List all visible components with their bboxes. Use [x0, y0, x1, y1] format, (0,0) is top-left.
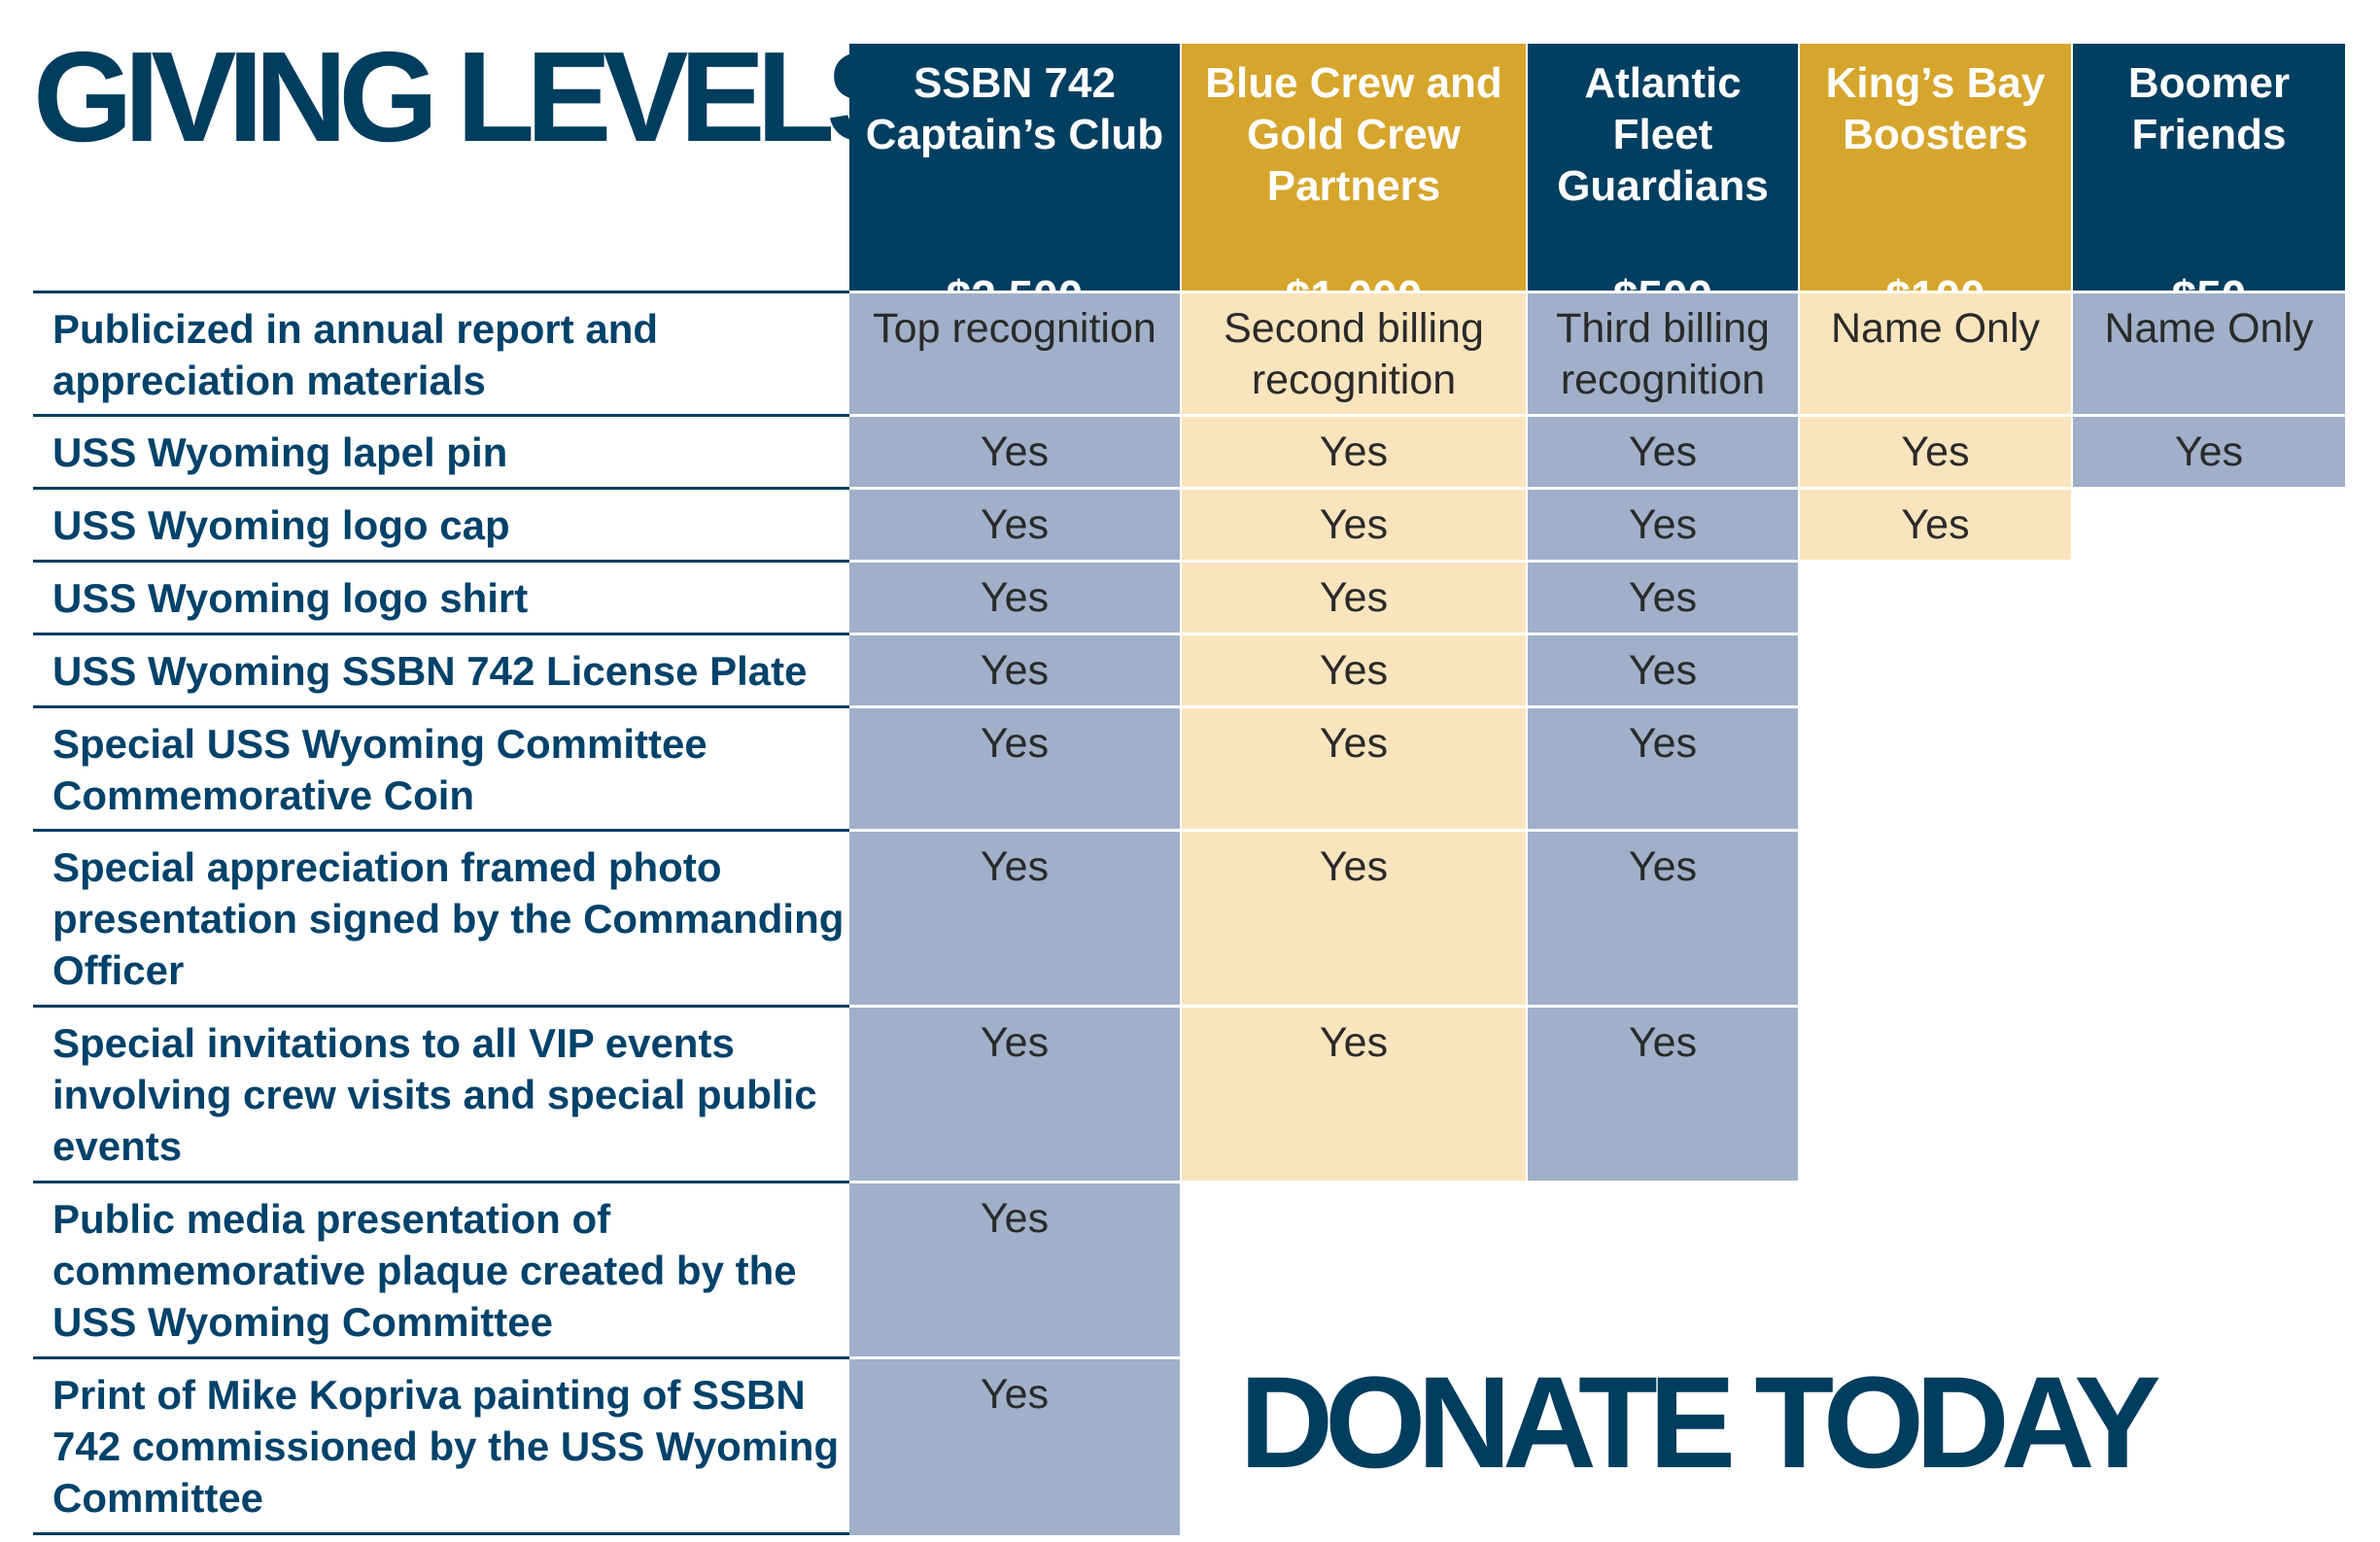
page-title: GIVING LEVELS: [33, 25, 912, 168]
donate-today-heading: DONATE TODAY: [1239, 1351, 2160, 1495]
benefit-cell: Yes: [1182, 490, 1526, 560]
benefit-cell: Yes: [1800, 417, 2071, 487]
benefit-cell: Yes: [1182, 417, 1526, 487]
benefit-cell: Yes: [849, 1359, 1180, 1535]
benefit-label: USS Wyoming logo shirt: [33, 563, 849, 635]
level-name: SSBN 742 Captain’s Club: [865, 59, 1164, 158]
benefit-cell: Yes: [849, 832, 1180, 1005]
level-header-2: Blue Crew and Gold Crew Partners$1,000: [1182, 44, 1526, 322]
benefit-label: USS Wyoming logo cap: [33, 490, 849, 563]
benefit-label: USS Wyoming SSBN 742 License Plate: [33, 635, 849, 708]
benefit-cell: Yes: [1182, 832, 1526, 1005]
benefit-cell: Yes: [849, 1183, 1180, 1356]
benefit-cell: Yes: [1528, 832, 1798, 1005]
benefit-cell: Yes: [1182, 1008, 1526, 1181]
benefit-cell: Yes: [849, 1008, 1180, 1181]
benefit-label: Public media presentation of commemorati…: [33, 1183, 849, 1359]
benefit-label: Print of Mike Kopriva painting of SSBN 7…: [33, 1359, 849, 1535]
level-header-5: Boomer Friends$50: [2073, 44, 2345, 322]
benefit-cell: Yes: [1528, 417, 1798, 487]
benefit-cell: Yes: [1528, 490, 1798, 560]
benefit-cell: Yes: [1182, 635, 1526, 705]
benefit-cell: Second billing recognition: [1182, 293, 1526, 414]
benefit-cell: Yes: [849, 635, 1180, 705]
benefit-label: Publicized in annual report and apprecia…: [33, 293, 849, 417]
level-header-3: Atlantic Fleet Guardians$500: [1528, 44, 1798, 322]
benefit-cell: Name Only: [1800, 293, 2071, 414]
benefit-cell: Yes: [849, 708, 1180, 829]
benefit-label: Special USS Wyoming Committee Commemorat…: [33, 708, 849, 832]
benefit-label: Special appreciation framed photo presen…: [33, 832, 849, 1008]
benefit-cell: Yes: [1528, 708, 1798, 829]
benefit-cell: Yes: [1528, 635, 1798, 705]
level-name: Boomer Friends: [2127, 59, 2291, 158]
benefit-cell: Yes: [849, 563, 1180, 633]
benefit-cell: Yes: [849, 417, 1180, 487]
table-top-rule: [33, 291, 849, 293]
benefit-cell: Yes: [1182, 708, 1526, 829]
level-name: King’s Bay Boosters: [1825, 59, 2046, 158]
level-name: Atlantic Fleet Guardians: [1557, 59, 1769, 210]
benefit-label: Special invitations to all VIP events in…: [33, 1008, 849, 1183]
benefit-cell: Third billing recognition: [1528, 293, 1798, 414]
benefit-label: USS Wyoming lapel pin: [33, 417, 849, 490]
benefit-cell: Yes: [849, 490, 1180, 560]
benefit-cell: Yes: [1800, 490, 2071, 560]
level-name: Blue Crew and Gold Crew Partners: [1205, 59, 1502, 210]
level-header-1: SSBN 742 Captain’s Club$2,500: [849, 44, 1180, 322]
benefit-cell: Top recognition: [849, 293, 1180, 414]
benefit-cell: Name Only: [2073, 293, 2345, 414]
benefit-cell: Yes: [1182, 563, 1526, 633]
level-header-4: King’s Bay Boosters$100: [1800, 44, 2071, 322]
benefit-cell: Yes: [1528, 1008, 1798, 1181]
benefit-cell: Yes: [1528, 563, 1798, 633]
benefit-cell: Yes: [2073, 417, 2345, 487]
